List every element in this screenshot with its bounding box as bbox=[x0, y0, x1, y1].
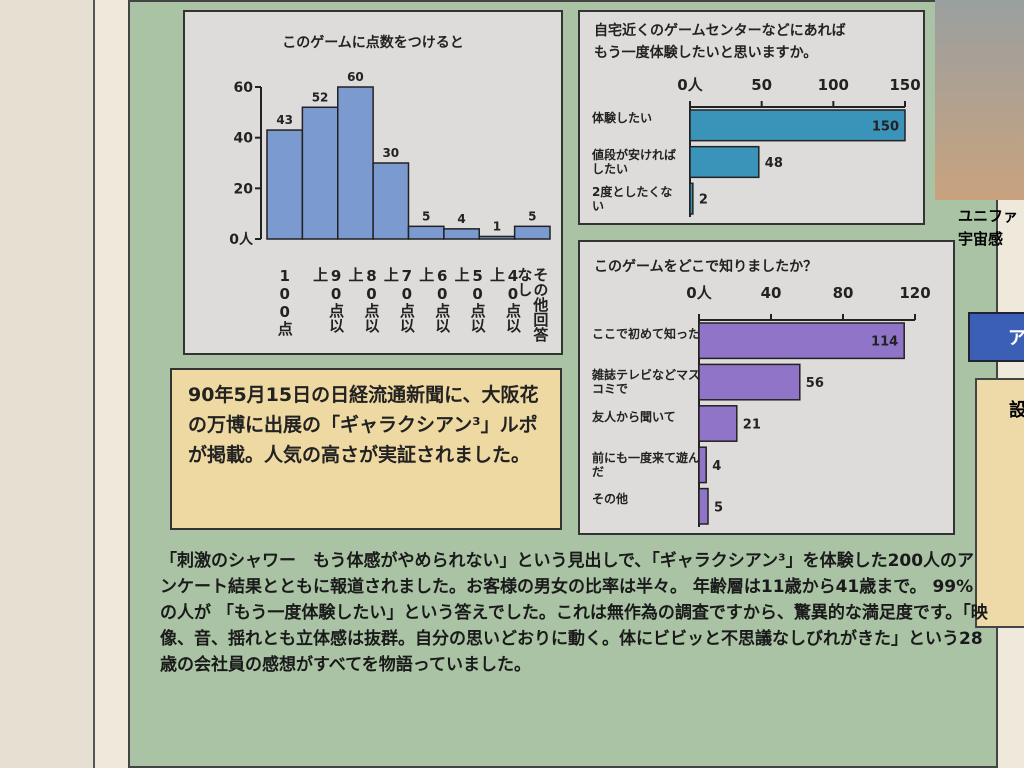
value-label: 52 bbox=[312, 90, 329, 104]
value-label: 4 bbox=[712, 459, 721, 474]
photo bbox=[935, 0, 1024, 200]
value-label: 4 bbox=[457, 212, 465, 226]
y-tick-label: 友人から聞いて bbox=[592, 409, 676, 424]
x-tick-label: 120 bbox=[899, 284, 930, 302]
bar bbox=[689, 182, 694, 215]
bar bbox=[407, 225, 445, 240]
bar bbox=[513, 225, 551, 240]
bar bbox=[443, 228, 480, 240]
y-tick-label: 体験したい bbox=[592, 111, 653, 126]
side-panel: 設 bbox=[975, 378, 1024, 628]
chart: 0人 20 40 60 43 52 60 30 5 4 1 5 bbox=[229, 70, 551, 248]
score-chart-panel: 0人 20 40 60 43 52 60 30 5 4 1 5 このゲームに点数をつけると 100点 90点… bbox=[183, 10, 563, 355]
value-label: 43 bbox=[276, 113, 293, 127]
x-tick-label: 0人 bbox=[677, 76, 703, 94]
bar bbox=[698, 363, 801, 401]
value-label: 150 bbox=[872, 119, 899, 134]
bar bbox=[698, 487, 709, 525]
source-chart-panel: 0人 40 80 120 114 56 21 4 5 このゲームをどこで知りましたか？ ここで初めて… bbox=[578, 240, 955, 535]
x-tick-label: 100点 bbox=[275, 267, 294, 336]
x-tick-label: 150 bbox=[889, 76, 920, 94]
bar bbox=[372, 162, 410, 240]
y-tick-label: 2度としたくない bbox=[592, 184, 673, 213]
value-label: 48 bbox=[765, 156, 783, 171]
x-tick-label: 80 bbox=[833, 284, 854, 302]
y-tick-label: 前にも一度来て遊んだ bbox=[592, 450, 701, 479]
bar bbox=[301, 106, 339, 240]
bar bbox=[689, 145, 760, 179]
chart-title: 自宅近くのゲームセンターなどにあれば もう一度体験したいと思いますか。 bbox=[594, 23, 846, 61]
chart-title: このゲームをどこで知りましたか？ bbox=[594, 259, 818, 275]
body-text: 「刺激のシャワー もう体感がやめられない」という見出しで、「ギャラクシアン³」を… bbox=[160, 551, 988, 675]
value-label: 5 bbox=[714, 500, 723, 515]
value-label: 5 bbox=[422, 209, 430, 223]
x-tick-label: 50点以上 bbox=[452, 267, 487, 333]
page-edge bbox=[0, 0, 95, 768]
side-box: ア bbox=[968, 312, 1024, 362]
x-tick-label: 80点以上 bbox=[346, 267, 381, 333]
y-tick-label: 60 bbox=[234, 80, 254, 96]
x-tick-label: 100 bbox=[818, 76, 849, 94]
callout: 90年5月15日の日経流通新聞に、大阪花の万博に出展の「ギャラクシアン³」ルポが… bbox=[170, 368, 562, 530]
side-text: 宇宙感 bbox=[958, 230, 1004, 248]
value-label: 56 bbox=[806, 376, 824, 391]
value-label: 5 bbox=[528, 209, 536, 223]
bar bbox=[698, 405, 738, 442]
x-tick-label: 70点以上 bbox=[381, 267, 416, 333]
value-label: 30 bbox=[382, 146, 399, 160]
bar bbox=[689, 109, 906, 142]
bar bbox=[698, 446, 707, 484]
replay-chart-panel: 0人 50 100 150 150 48 2 自宅近くのゲームセンターなどにあれば もう一度体… bbox=[578, 10, 925, 225]
value-label: 114 bbox=[871, 335, 898, 350]
x-tick-label: 0人 bbox=[686, 284, 712, 302]
bar bbox=[266, 129, 304, 240]
bar bbox=[337, 86, 374, 240]
x-tick-label: 50 bbox=[751, 76, 772, 94]
x-tick-label: 40 bbox=[761, 284, 782, 302]
y-tick-label: 40 bbox=[234, 131, 254, 147]
bar bbox=[698, 322, 905, 360]
chart-title: このゲームに点数をつけると bbox=[282, 35, 464, 51]
value-label: 1 bbox=[493, 219, 501, 233]
x-tick-label: 90点以上 bbox=[311, 267, 346, 333]
x-tick-label: その他回答なし bbox=[515, 267, 550, 342]
x-tick-label: 60点以上 bbox=[417, 267, 452, 333]
bar bbox=[478, 235, 516, 240]
y-tick-label: 20 bbox=[234, 181, 254, 197]
y-tick-label: 雑誌テレビなどマスコミで bbox=[592, 368, 701, 397]
y-tick-label: 値段が安ければしたい bbox=[592, 148, 677, 176]
side-text: ユニファ bbox=[958, 207, 1019, 225]
chart: 0人 50 100 150 150 48 2 bbox=[677, 76, 921, 217]
value-label: 21 bbox=[743, 418, 761, 433]
y-tick-label: 0人 bbox=[229, 231, 254, 248]
value-label: 2 bbox=[699, 193, 708, 208]
value-label: 60 bbox=[347, 70, 364, 84]
x-tick-label: 40点以上 bbox=[487, 267, 522, 333]
y-tick-label: ここで初めて知った bbox=[592, 326, 701, 341]
chart: 0人 40 80 120 114 56 21 4 5 bbox=[686, 284, 931, 527]
y-tick-label: その他 bbox=[592, 492, 629, 507]
